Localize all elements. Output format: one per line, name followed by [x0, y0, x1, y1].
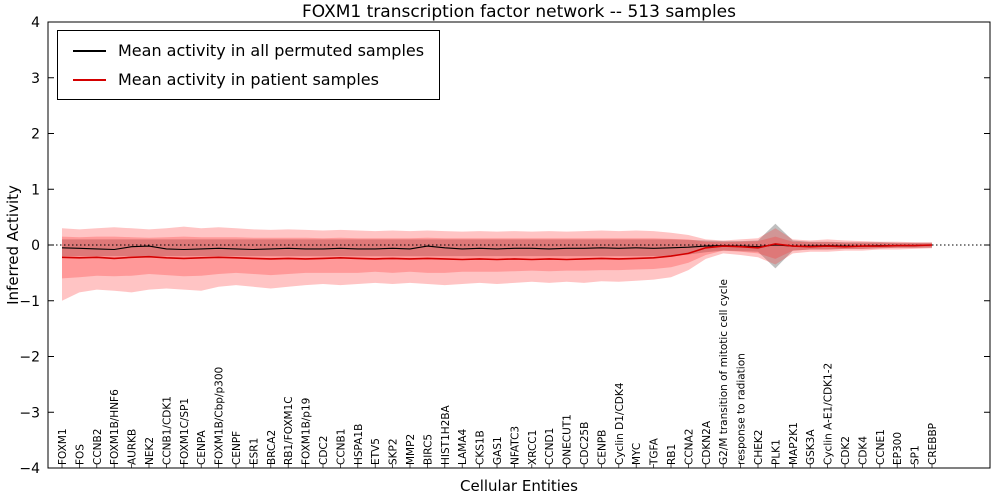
x-tick-label: NEK2 — [144, 437, 156, 465]
x-tick-label: RB1 — [666, 444, 678, 465]
x-tick-label: CCNA2 — [683, 429, 695, 465]
x-tick-label: MMP2 — [405, 434, 417, 465]
x-tick-label: CHEK2 — [753, 430, 765, 465]
x-tick-label: PLK1 — [770, 439, 782, 465]
y-tick-label: −4 — [19, 461, 40, 477]
plot-border — [47, 21, 991, 469]
patient-samples-outer-band — [62, 226, 932, 301]
x-tick-label: CKS1B — [475, 430, 487, 465]
x-tick-label: CDK2 — [840, 436, 852, 465]
legend-item-permuted: Mean activity in all permuted samples — [73, 41, 424, 60]
x-tick-label: G2/M transition of mitotic cell cycle — [718, 279, 730, 465]
y-tick-label: −2 — [19, 350, 40, 366]
x-tick-label: ETV5 — [370, 438, 382, 465]
x-tick-label: RB1/FOXM1C — [283, 396, 295, 465]
legend-line-permuted — [73, 49, 106, 52]
x-tick-label: response to radiation — [736, 353, 748, 465]
permuted-samples-range-band — [62, 223, 932, 269]
x-tick-label: CDKN2A — [701, 420, 713, 465]
x-tick-label: CDK4 — [857, 436, 869, 465]
legend-line-patient — [73, 78, 106, 81]
x-tick-label: CENPA — [196, 430, 208, 465]
x-tick-label: ESR1 — [248, 438, 260, 465]
legend: Mean activity in all permuted samples Me… — [57, 30, 441, 100]
x-tick-label: CCNB1/CDK1 — [161, 396, 173, 465]
y-tick-label: 0 — [31, 238, 40, 254]
y-tick-label: 1 — [31, 182, 40, 198]
legend-label-patient: Mean activity in patient samples — [118, 70, 379, 89]
x-tick-label: CREBBP — [927, 423, 939, 465]
x-tick-label: FOXM1B/Cbp/p300 — [214, 367, 226, 465]
x-tick-label: CCNB1 — [335, 429, 347, 465]
x-tick-label: FOXM1B/p19 — [301, 398, 313, 465]
x-tick-label: CDC2 — [318, 436, 330, 465]
x-tick-label: SP1 — [910, 445, 922, 465]
chart-title: FOXM1 transcription factor network -- 51… — [302, 2, 736, 22]
x-tick-label: Cyclin D1/CDK4 — [614, 382, 626, 465]
x-tick-label: FOXM1B/HNF6 — [109, 389, 121, 465]
x-tick-label: BRCA2 — [266, 430, 278, 465]
x-tick-label: CCNE1 — [875, 429, 887, 465]
x-tick-label: XRCC1 — [527, 430, 539, 465]
x-tick-label: TGFA — [649, 437, 661, 466]
x-tick-label: FOXM1 — [57, 428, 69, 465]
legend-label-permuted: Mean activity in all permuted samples — [118, 41, 425, 60]
x-tick-label: GAS1 — [492, 436, 504, 465]
x-tick-label: SKP2 — [388, 438, 400, 465]
x-tick-label: HIST1H2BA — [440, 404, 452, 465]
x-tick-label: AURKB — [127, 429, 139, 465]
x-tick-label: CCND1 — [544, 428, 556, 465]
x-tick-label: GSK3A — [805, 429, 817, 465]
x-tick-label: EP300 — [892, 432, 904, 465]
x-tick-label: ONECUT1 — [562, 414, 574, 465]
legend-item-patient: Mean activity in patient samples — [73, 70, 424, 89]
x-tick-label: CCNB2 — [92, 429, 104, 465]
series-line-patient — [61, 243, 933, 261]
y-axis-label: Inferred Activity — [4, 185, 22, 305]
x-tick-label: CENPB — [596, 430, 608, 465]
x-tick-label: Cyclin A-E1/CDK1-2 — [823, 363, 835, 465]
x-tick-label: LAMA4 — [457, 428, 469, 465]
x-tick-label: CENPF — [231, 431, 243, 465]
y-tick-label: −3 — [19, 405, 40, 421]
x-tick-label: MYC — [631, 443, 643, 465]
x-tick-label: BIRC5 — [422, 434, 434, 465]
x-tick-label: FOS — [74, 444, 86, 465]
x-axis-label: Cellular Entities — [460, 477, 578, 495]
x-tick-label: HSPA1B — [353, 424, 365, 465]
x-tick-label: FOXM1C/SP1 — [179, 398, 191, 465]
y-tick-label: −1 — [19, 294, 40, 310]
x-tick-label: CDC25B — [579, 422, 591, 465]
y-tick-label: 3 — [31, 71, 40, 87]
y-tick-label: 2 — [31, 127, 40, 143]
y-tick-label: 4 — [31, 15, 40, 31]
x-tick-label: NFATC3 — [509, 426, 521, 465]
x-tick-label: MAP2K1 — [788, 422, 800, 465]
